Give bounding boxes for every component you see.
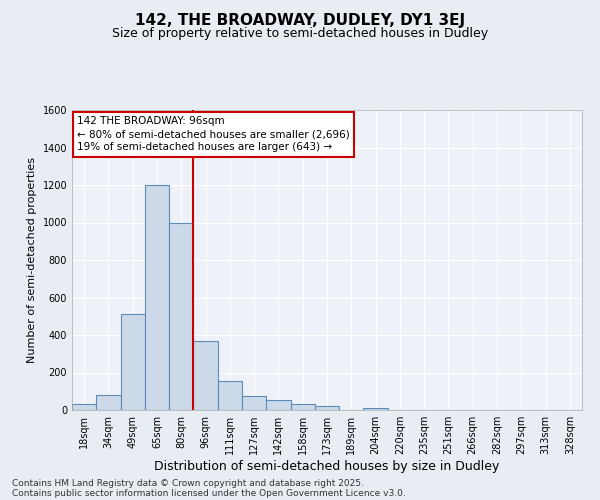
Bar [266, 400, 290, 410]
Bar [72, 404, 96, 410]
Text: 142, THE BROADWAY, DUDLEY, DY1 3EJ: 142, THE BROADWAY, DUDLEY, DY1 3EJ [135, 12, 465, 28]
Bar [315, 406, 339, 410]
Text: Contains public sector information licensed under the Open Government Licence v3: Contains public sector information licen… [12, 488, 406, 498]
Bar [364, 408, 388, 410]
Text: 142 THE BROADWAY: 96sqm
← 80% of semi-detached houses are smaller (2,696)
19% of: 142 THE BROADWAY: 96sqm ← 80% of semi-de… [77, 116, 350, 152]
Bar [169, 222, 193, 410]
Bar [290, 404, 315, 410]
Bar [218, 381, 242, 410]
Text: Contains HM Land Registry data © Crown copyright and database right 2025.: Contains HM Land Registry data © Crown c… [12, 478, 364, 488]
X-axis label: Distribution of semi-detached houses by size in Dudley: Distribution of semi-detached houses by … [154, 460, 500, 473]
Text: Size of property relative to semi-detached houses in Dudley: Size of property relative to semi-detach… [112, 28, 488, 40]
Bar [121, 314, 145, 410]
Bar [242, 396, 266, 410]
Bar [193, 340, 218, 410]
Bar [96, 395, 121, 410]
Bar [145, 185, 169, 410]
Y-axis label: Number of semi-detached properties: Number of semi-detached properties [27, 157, 37, 363]
